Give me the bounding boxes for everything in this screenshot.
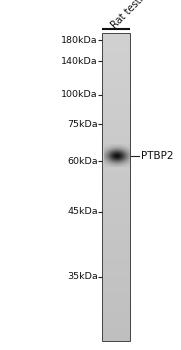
Text: 180kDa: 180kDa bbox=[61, 36, 98, 45]
Text: Rat testis: Rat testis bbox=[110, 0, 150, 31]
Text: 100kDa: 100kDa bbox=[61, 90, 98, 99]
Bar bbox=[102, 33, 130, 341]
Text: 140kDa: 140kDa bbox=[61, 57, 98, 66]
Text: 75kDa: 75kDa bbox=[67, 120, 98, 129]
Text: PTBP2: PTBP2 bbox=[141, 151, 174, 161]
Text: 35kDa: 35kDa bbox=[67, 272, 98, 281]
Text: 60kDa: 60kDa bbox=[67, 156, 98, 166]
Text: 45kDa: 45kDa bbox=[67, 207, 98, 216]
